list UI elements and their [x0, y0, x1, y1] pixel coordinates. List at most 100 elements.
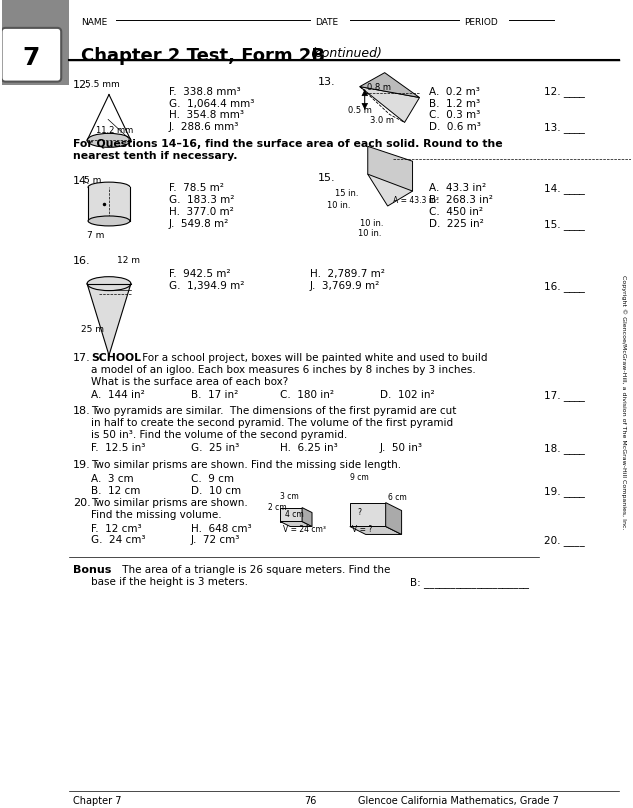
Text: 13. ____: 13. ____: [544, 123, 585, 133]
Text: 11.2 mm: 11.2 mm: [96, 126, 134, 136]
Text: H.  6.25 in³: H. 6.25 in³: [280, 443, 338, 453]
Polygon shape: [360, 86, 420, 123]
Text: F.  12.5 in³: F. 12.5 in³: [91, 443, 146, 453]
Text: D.  225 in²: D. 225 in²: [429, 219, 484, 229]
Text: base if the height is 3 meters.: base if the height is 3 meters.: [91, 577, 248, 587]
Text: DATE: DATE: [315, 18, 338, 27]
Polygon shape: [87, 284, 131, 356]
Text: 12 m: 12 m: [117, 256, 140, 265]
Polygon shape: [350, 527, 401, 534]
FancyBboxPatch shape: [1, 27, 61, 82]
Polygon shape: [350, 503, 385, 527]
Text: C.  0.3 m³: C. 0.3 m³: [429, 111, 480, 120]
Text: B.  268.3 in²: B. 268.3 in²: [429, 195, 493, 205]
Text: 15. ____: 15. ____: [544, 219, 585, 229]
Text: For Questions 14–16, find the surface area of each solid. Round to the
nearest t: For Questions 14–16, find the surface ar…: [73, 139, 503, 161]
Text: V = 24 cm³: V = 24 cm³: [283, 525, 326, 534]
Text: J.  50 in³: J. 50 in³: [380, 443, 423, 453]
Text: is 50 in³. Find the volume of the second pyramid.: is 50 in³. Find the volume of the second…: [91, 430, 348, 440]
Text: C.  9 cm: C. 9 cm: [191, 473, 234, 484]
Text: Copyright © Glencoe/McGraw-Hill, a division of The McGraw-Hill Companies, Inc.: Copyright © Glencoe/McGraw-Hill, a divis…: [621, 275, 627, 529]
Text: F.  78.5 m²: F. 78.5 m²: [169, 183, 223, 193]
Text: D.  102 in²: D. 102 in²: [380, 390, 434, 400]
Text: J.  288.6 mm³: J. 288.6 mm³: [169, 123, 239, 133]
Text: Two similar prisms are shown.: Two similar prisms are shown.: [91, 498, 248, 507]
Text: 14. ____: 14. ____: [544, 183, 585, 194]
Text: 16. ____: 16. ____: [544, 280, 585, 292]
Text: Find the missing volume.: Find the missing volume.: [91, 510, 222, 520]
Text: Bonus: Bonus: [73, 566, 111, 575]
Text: The area of a triangle is 26 square meters. Find the: The area of a triangle is 26 square mete…: [119, 566, 391, 575]
Text: 17. ____: 17. ____: [544, 390, 585, 401]
Text: 20. ____: 20. ____: [544, 536, 585, 546]
Polygon shape: [385, 503, 401, 534]
Text: A.  3 cm: A. 3 cm: [91, 473, 134, 484]
Text: SCHOOL: SCHOOL: [91, 353, 141, 364]
Text: For a school project, boxes will be painted white and used to build: For a school project, boxes will be pain…: [139, 353, 487, 364]
Text: 20.: 20.: [73, 498, 91, 507]
Text: 19. ____: 19. ____: [544, 486, 585, 497]
Text: H.  2,789.7 m²: H. 2,789.7 m²: [310, 269, 385, 279]
Polygon shape: [368, 146, 413, 191]
Text: G.  183.3 m²: G. 183.3 m²: [169, 195, 234, 205]
Text: J.  72 cm³: J. 72 cm³: [191, 536, 240, 545]
Text: B: ____________________: B: ____________________: [410, 577, 529, 588]
Text: 7: 7: [23, 46, 40, 69]
Polygon shape: [88, 187, 130, 221]
Text: 0.8 m: 0.8 m: [367, 82, 391, 91]
Text: A = 43.3 in²: A = 43.3 in²: [392, 196, 439, 205]
Text: Chapter 2 Test, Form 2B: Chapter 2 Test, Form 2B: [81, 47, 325, 65]
Text: 3.0 m: 3.0 m: [370, 116, 394, 125]
Text: 25 m: 25 m: [81, 326, 104, 335]
Text: B.  17 in²: B. 17 in²: [191, 390, 238, 400]
Text: 18.: 18.: [73, 406, 91, 416]
Text: 10 in.: 10 in.: [360, 219, 384, 228]
Text: 10 in.: 10 in.: [327, 201, 351, 210]
Polygon shape: [280, 521, 312, 527]
Text: 12.: 12.: [73, 80, 91, 90]
Text: 9 cm: 9 cm: [350, 473, 368, 482]
Text: 15 in.: 15 in.: [335, 189, 358, 198]
Text: 13.: 13.: [318, 77, 335, 86]
Ellipse shape: [87, 276, 131, 291]
Text: J.  549.8 m²: J. 549.8 m²: [169, 219, 229, 229]
Text: NAME: NAME: [81, 18, 108, 27]
Text: D.  10 cm: D. 10 cm: [191, 486, 241, 495]
Text: F.  338.8 mm³: F. 338.8 mm³: [169, 86, 241, 97]
Polygon shape: [368, 159, 413, 206]
Ellipse shape: [88, 216, 130, 226]
Text: 18. ____: 18. ____: [544, 443, 585, 454]
Text: Glencoe California Mathematics, Grade 7: Glencoe California Mathematics, Grade 7: [358, 796, 559, 806]
Text: 5 m: 5 m: [84, 176, 101, 185]
Text: 3 cm: 3 cm: [280, 491, 299, 501]
Text: H.  648 cm³: H. 648 cm³: [191, 524, 251, 533]
Text: 10 in.: 10 in.: [358, 229, 381, 238]
Text: G.  25 in³: G. 25 in³: [191, 443, 239, 453]
Text: V = ?: V = ?: [352, 525, 372, 534]
Text: H.  354.8 mm³: H. 354.8 mm³: [169, 111, 244, 120]
Text: B.  1.2 m³: B. 1.2 m³: [429, 99, 480, 108]
Text: 7 m: 7 m: [87, 231, 104, 240]
Text: A.  43.3 in²: A. 43.3 in²: [429, 183, 487, 193]
Text: A.  144 in²: A. 144 in²: [91, 390, 145, 400]
Text: ?: ?: [358, 507, 362, 516]
Text: (continued): (continued): [310, 47, 382, 60]
Text: What is the surface area of each box?: What is the surface area of each box?: [91, 377, 288, 387]
Text: A.  0.2 m³: A. 0.2 m³: [429, 86, 480, 97]
Text: F.  942.5 m²: F. 942.5 m²: [169, 269, 230, 279]
Text: D.  0.6 m³: D. 0.6 m³: [429, 123, 481, 133]
Polygon shape: [302, 507, 312, 527]
Text: Chapter 7: Chapter 7: [73, 796, 122, 806]
Text: C.  180 in²: C. 180 in²: [280, 390, 334, 400]
Ellipse shape: [87, 133, 131, 147]
Polygon shape: [280, 507, 302, 521]
Text: in half to create the second pyramid. The volume of the first pyramid: in half to create the second pyramid. Th…: [91, 418, 453, 428]
Text: 2 cm: 2 cm: [268, 503, 287, 511]
Text: 4 cm: 4 cm: [285, 510, 304, 519]
Text: 16.: 16.: [73, 256, 91, 266]
Text: H.  377.0 m²: H. 377.0 m²: [169, 207, 234, 217]
Text: a model of an igloo. Each box measures 6 inches by 8 inches by 3 inches.: a model of an igloo. Each box measures 6…: [91, 365, 476, 375]
Text: C.  450 in²: C. 450 in²: [429, 207, 484, 217]
Text: PERIOD: PERIOD: [464, 18, 498, 27]
Text: G.  24 cm³: G. 24 cm³: [91, 536, 146, 545]
